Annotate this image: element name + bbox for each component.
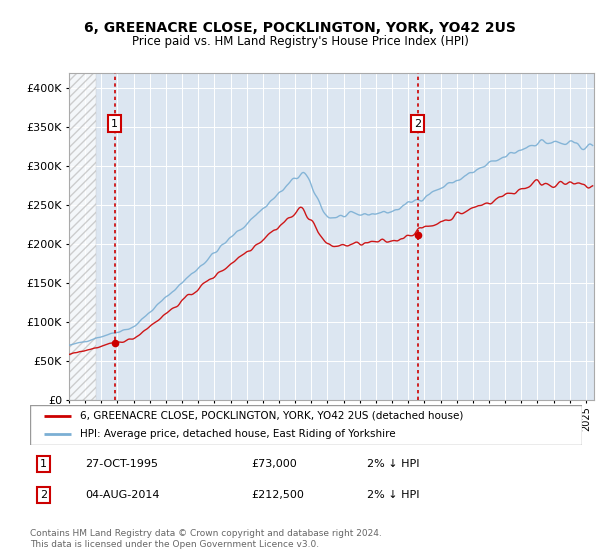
Text: 1: 1 (111, 119, 118, 128)
Text: 6, GREENACRE CLOSE, POCKLINGTON, YORK, YO42 2US (detached house): 6, GREENACRE CLOSE, POCKLINGTON, YORK, Y… (80, 411, 463, 421)
Text: £212,500: £212,500 (251, 490, 304, 500)
Text: 6, GREENACRE CLOSE, POCKLINGTON, YORK, YO42 2US: 6, GREENACRE CLOSE, POCKLINGTON, YORK, Y… (84, 21, 516, 35)
Text: Contains HM Land Registry data © Crown copyright and database right 2024.
This d: Contains HM Land Registry data © Crown c… (30, 529, 382, 549)
Text: 2% ↓ HPI: 2% ↓ HPI (367, 490, 419, 500)
Text: 1: 1 (40, 459, 47, 469)
Text: 04-AUG-2014: 04-AUG-2014 (85, 490, 160, 500)
Text: 27-OCT-1995: 27-OCT-1995 (85, 459, 158, 469)
Text: 2: 2 (40, 490, 47, 500)
Text: 2: 2 (414, 119, 421, 128)
Text: HPI: Average price, detached house, East Riding of Yorkshire: HPI: Average price, detached house, East… (80, 430, 395, 439)
Bar (69, 73, 97, 400)
Text: £73,000: £73,000 (251, 459, 296, 469)
Text: 2% ↓ HPI: 2% ↓ HPI (367, 459, 419, 469)
Text: Price paid vs. HM Land Registry's House Price Index (HPI): Price paid vs. HM Land Registry's House … (131, 35, 469, 48)
